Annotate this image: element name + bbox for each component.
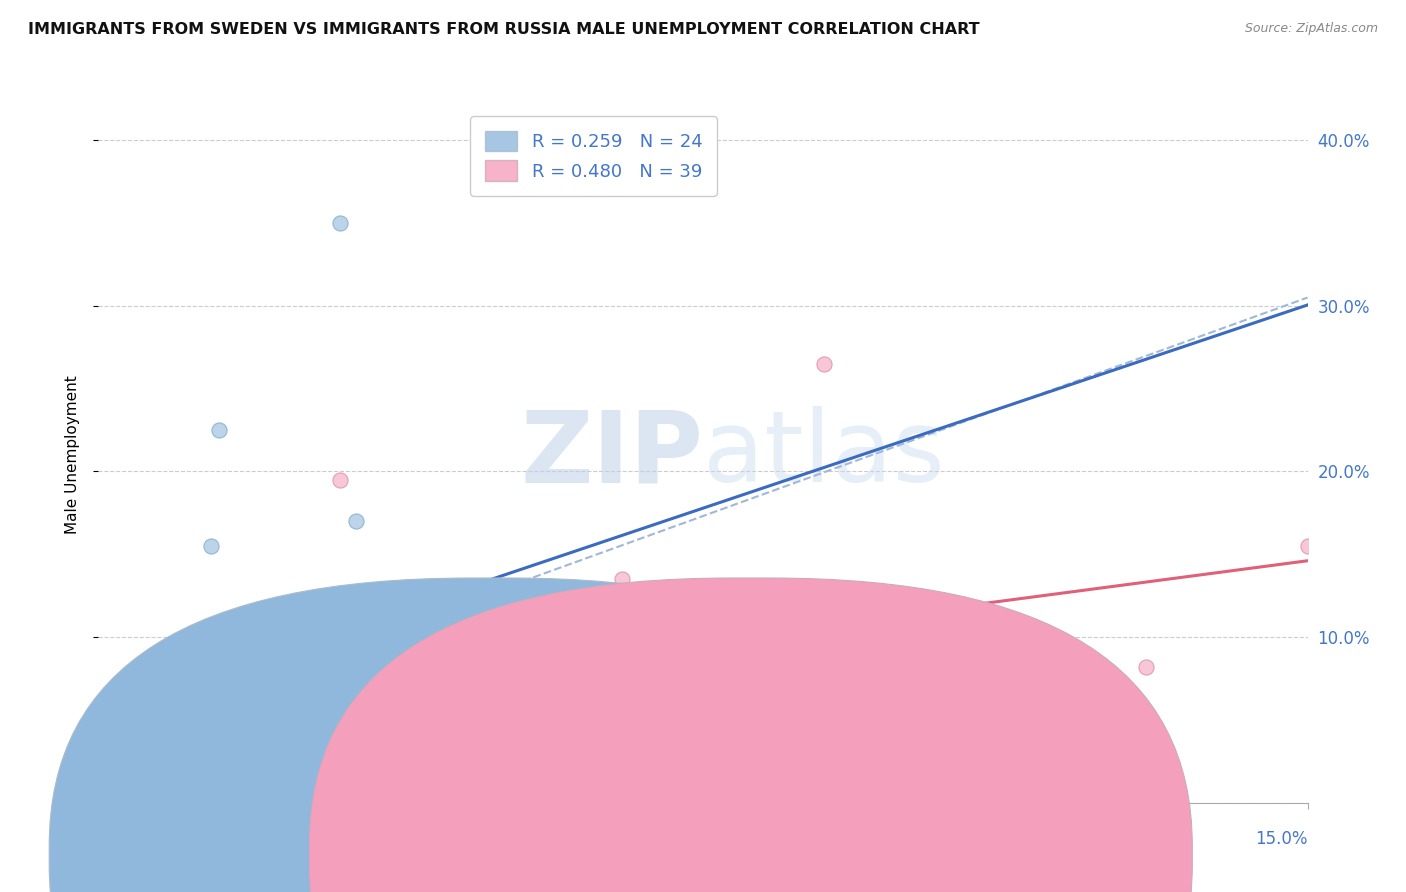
Point [176, 713, 198, 727]
Point [128, 726, 150, 740]
Point [240, 703, 263, 717]
Point [571, 663, 593, 677]
Point [409, 732, 432, 747]
Point [128, 723, 150, 737]
Point [152, 723, 174, 737]
Point [111, 736, 134, 750]
Text: IMMIGRANTS FROM SWEDEN VS IMMIGRANTS FROM RUSSIA MALE UNEMPLOYMENT CORRELATION C: IMMIGRANTS FROM SWEDEN VS IMMIGRANTS FRO… [28, 22, 980, 37]
Point [160, 732, 183, 747]
Y-axis label: Male Unemployment: Male Unemployment [65, 376, 80, 534]
Point [200, 683, 222, 698]
Point [208, 690, 231, 704]
Point [103, 739, 125, 754]
Text: Immigrants from Sweden: Immigrants from Sweden [520, 848, 706, 863]
Point [200, 539, 222, 553]
Point [409, 699, 432, 714]
Text: 0.0%: 0.0% [98, 830, 141, 847]
Point [143, 716, 166, 731]
Point [1296, 539, 1319, 553]
Point [530, 743, 553, 757]
Text: Source: ZipAtlas.com: Source: ZipAtlas.com [1244, 22, 1378, 36]
Point [193, 673, 215, 688]
Point [329, 473, 352, 487]
Point [167, 699, 190, 714]
Text: ZIP: ZIP [520, 407, 703, 503]
Text: 15.0%: 15.0% [1256, 830, 1308, 847]
Point [96, 749, 118, 764]
Point [370, 705, 392, 719]
Point [152, 709, 174, 723]
Point [176, 693, 198, 707]
Point [813, 357, 835, 371]
Point [1135, 660, 1157, 674]
Point [193, 699, 215, 714]
Point [224, 693, 246, 707]
Point [143, 716, 166, 731]
Point [120, 730, 142, 744]
Point [651, 660, 673, 674]
Point [120, 726, 142, 740]
Point [184, 683, 207, 698]
Point [450, 693, 472, 707]
Point [264, 720, 287, 734]
Point [184, 723, 207, 737]
Point [288, 709, 311, 723]
Point [135, 713, 157, 727]
Point [1014, 660, 1036, 674]
Point [344, 514, 367, 528]
Point [111, 736, 134, 750]
Point [217, 676, 239, 690]
Point [530, 676, 553, 690]
Point [491, 589, 513, 603]
Point [96, 746, 118, 760]
Text: atlas: atlas [703, 407, 945, 503]
Point [217, 676, 239, 690]
Point [893, 676, 915, 690]
Point [240, 699, 263, 714]
Point [733, 643, 755, 657]
Point [249, 709, 271, 723]
Point [160, 705, 183, 719]
Point [249, 697, 271, 711]
Point [135, 723, 157, 737]
Point [103, 732, 125, 747]
Point [232, 683, 254, 698]
Legend: R = 0.259   N = 24, R = 0.480   N = 39: R = 0.259 N = 24, R = 0.480 N = 39 [470, 116, 717, 195]
Point [208, 423, 231, 437]
Point [612, 572, 634, 586]
Text: Immigrants from Russia: Immigrants from Russia [780, 848, 955, 863]
Point [232, 666, 254, 681]
Point [224, 666, 246, 681]
Point [974, 633, 997, 648]
Point [256, 720, 278, 734]
Point [329, 216, 352, 230]
Point [167, 699, 190, 714]
